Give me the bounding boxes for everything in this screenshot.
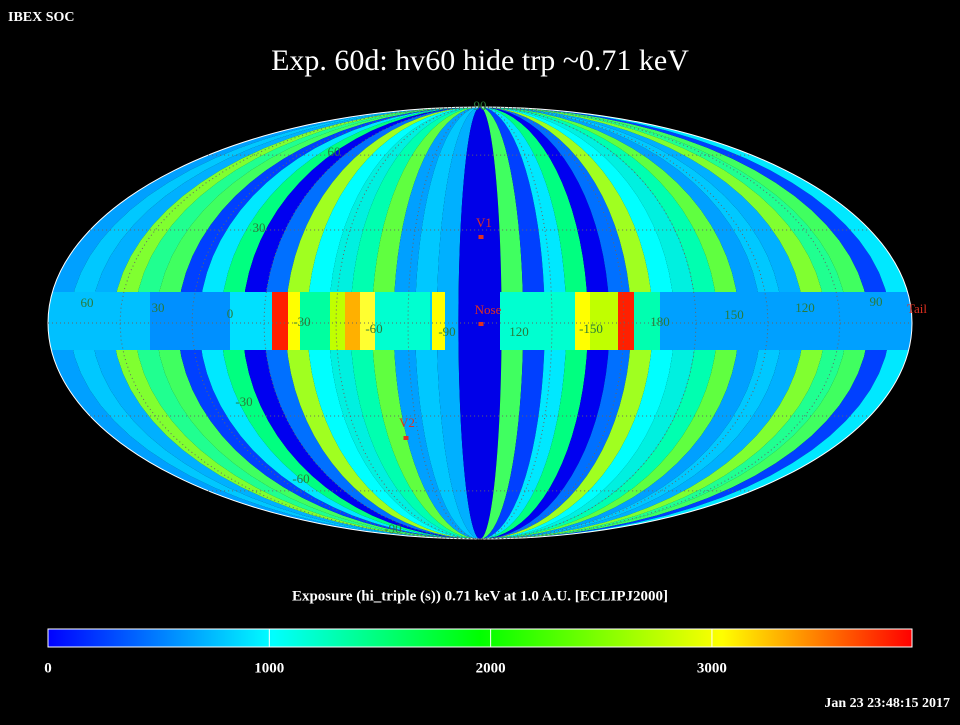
- equator-band: [375, 292, 430, 350]
- exposure-stripe: [480, 107, 545, 539]
- colorbar-tick-label: 0: [44, 660, 52, 676]
- exposure-stripe: [480, 107, 610, 539]
- exposure-stripe: [393, 107, 480, 539]
- marker-dot: [478, 235, 484, 239]
- graticule-label: 150: [724, 307, 744, 322]
- equator-band: [330, 292, 345, 350]
- graticule-label: 120: [509, 324, 529, 339]
- graticule-label: 0: [227, 306, 234, 321]
- colorbar-tick-label: 2000: [476, 660, 506, 676]
- exposure-map: [48, 107, 912, 539]
- graticule-label: 30: [253, 220, 266, 235]
- graticule-label: -60: [365, 321, 382, 336]
- meridian: [479, 106, 553, 540]
- colorbar-ticks: 0 1000 2000 3000: [44, 629, 727, 676]
- exposure-stripe: [480, 107, 567, 539]
- colorbar: [47, 628, 913, 648]
- equator-band: [634, 292, 660, 350]
- equator-band: [432, 292, 445, 350]
- exposure-stripe: [372, 107, 480, 539]
- graticule-label: 90: [870, 294, 883, 309]
- graticule-label: 30: [152, 300, 165, 315]
- timestamp: Jan 23 23:48:15 2017: [824, 696, 950, 711]
- equator-band: [575, 292, 590, 350]
- map-title: Exp. 60d: hv60 hide trp ~0.71 keV: [271, 44, 689, 77]
- marker-dot: [478, 322, 484, 326]
- marker-label: V1: [476, 215, 492, 230]
- graticule-label: 90: [474, 98, 487, 113]
- meridian: [407, 106, 481, 540]
- marker-dot: [403, 436, 409, 440]
- graticule-label: 120: [795, 300, 815, 315]
- exposure-stripe: [350, 107, 480, 539]
- equator-band: [660, 292, 912, 350]
- equator-band: [150, 292, 230, 350]
- equator-band: [272, 292, 288, 350]
- equator-band: [48, 292, 150, 350]
- equator-band: [345, 292, 360, 350]
- equator-band: [618, 292, 634, 350]
- equator-band: [590, 292, 618, 350]
- exposure-stripe: [415, 107, 480, 539]
- graticule-label: -150: [579, 321, 603, 336]
- graticule-label: -30: [235, 394, 252, 409]
- colorbar-label: Exposure (hi_triple (s)) 0.71 keV at 1.0…: [292, 588, 668, 604]
- equator-band: [500, 292, 575, 350]
- graticule-label: 60: [81, 295, 94, 310]
- graticule-label: -90: [438, 324, 455, 339]
- graticule-label: -30: [293, 314, 310, 329]
- exposure-stripe: [328, 107, 480, 539]
- equator-band: [462, 292, 500, 350]
- graticule: 90 60 30 0 -30 -60 -90 60 30 -30 -60 -90 120 -150 180 1…: [48, 98, 927, 540]
- marker-label: V2: [399, 415, 415, 430]
- equator-band: [360, 292, 375, 350]
- graticule-label: -90: [384, 521, 401, 536]
- exposure-stripe: [480, 107, 632, 539]
- source-label: IBEX SOC: [8, 10, 75, 25]
- equator-band: [288, 292, 300, 350]
- exposure-stripe: [480, 107, 588, 539]
- graticule-label: -60: [292, 471, 309, 486]
- graticule-label: 180: [650, 314, 670, 329]
- marker-label: Tail: [907, 301, 927, 316]
- colorbar-tick-label: 1000: [254, 660, 284, 676]
- equator-band: [300, 292, 330, 350]
- graticule-label: 60: [328, 144, 341, 159]
- colorbar-tick-label: 3000: [697, 660, 727, 676]
- marker-label: Nose: [475, 302, 502, 317]
